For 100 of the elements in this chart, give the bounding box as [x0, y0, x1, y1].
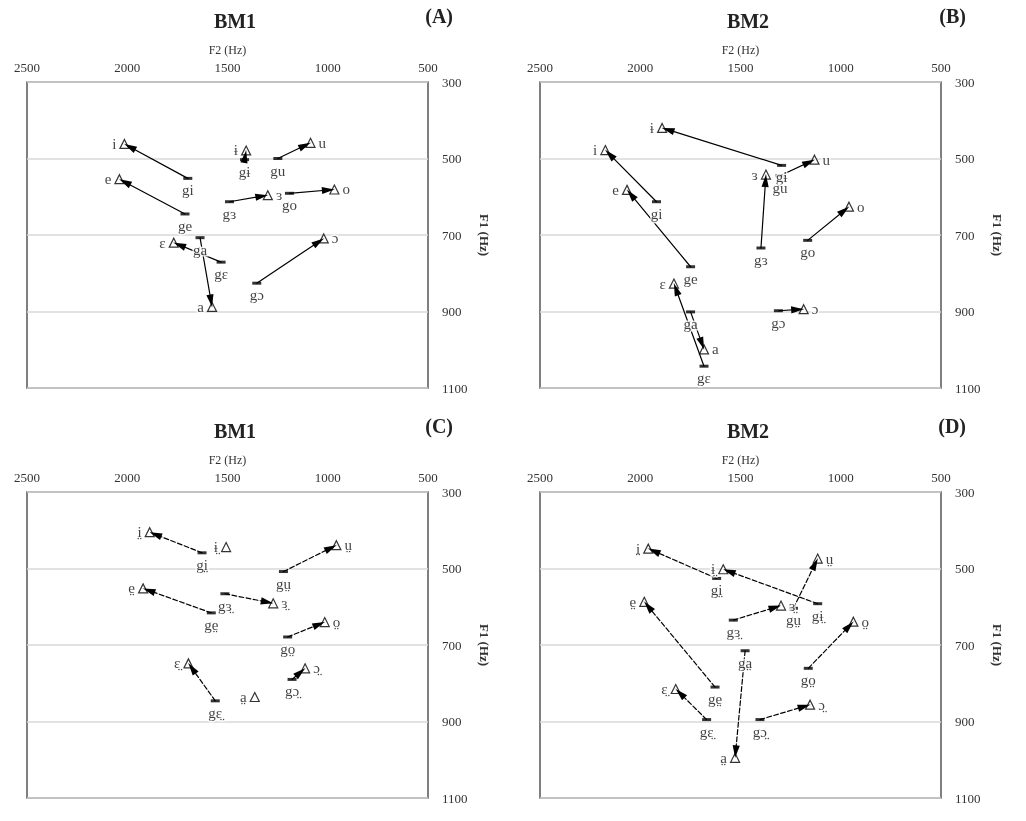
data-label: ɨ	[649, 119, 655, 136]
chart-title: BM1	[213, 10, 257, 32]
data-label: ɔ	[331, 230, 339, 247]
data-label: e̤	[128, 580, 136, 597]
data-label: gɜ	[754, 252, 768, 269]
data-label: ge̤	[707, 691, 723, 708]
data-label: ɛ̤	[173, 655, 184, 672]
data-label: go	[281, 197, 297, 214]
x-tick-label: 500	[418, 470, 438, 485]
y-tick-label: 900	[442, 714, 462, 729]
data-label: gu	[270, 162, 286, 179]
data-label: gɜ̤	[217, 597, 235, 614]
point	[657, 122, 668, 133]
point	[137, 583, 149, 594]
point	[775, 600, 787, 611]
x-tick-label: 2500	[14, 60, 40, 75]
y-tick-label: 700	[442, 227, 462, 243]
data-label: ɔ̤	[818, 696, 828, 713]
data-label: o	[857, 198, 865, 215]
data-label: i̤	[635, 540, 642, 557]
data-label: gɛ̤	[699, 723, 717, 740]
data-label: gṳ	[275, 575, 292, 592]
data-label: gi	[181, 182, 194, 199]
x-tick-label: 1000	[314, 60, 341, 75]
chart-title: BM2	[726, 10, 770, 32]
x-tick-label: 1500	[214, 60, 241, 75]
point	[331, 540, 342, 551]
x-axis-title: F2 (Hz)	[721, 453, 760, 467]
text: (A)	[425, 5, 453, 28]
data-label: i	[593, 142, 598, 159]
data-label: ɜ	[275, 187, 283, 204]
y-tick-label: 500	[955, 561, 975, 576]
point	[643, 543, 654, 554]
data-label: a	[197, 298, 205, 315]
x-tick-label: 1000	[827, 470, 854, 485]
x-tick-label: 2500	[527, 60, 553, 75]
data-label: gṳ	[785, 612, 802, 629]
point	[698, 344, 710, 355]
data-label: o	[342, 181, 350, 198]
y-tick-label: 300	[442, 74, 462, 90]
data-label: gɜ	[222, 205, 237, 222]
data-label: a̤	[240, 689, 247, 706]
y-tick-label: 700	[955, 637, 975, 653]
data-label: o̤	[861, 613, 869, 630]
text: (B)	[939, 5, 967, 28]
x-tick-label: 2000	[114, 60, 141, 75]
y-axis-title: F1 (Hz)	[477, 623, 493, 667]
x-axis-title: F2 (Hz)	[208, 453, 247, 467]
data-label: ɛ	[159, 234, 166, 251]
data-label: u	[318, 134, 327, 151]
x-tick-label: 500	[931, 470, 951, 485]
data-label: ge̤	[204, 616, 219, 633]
x-tick-label: 500	[931, 60, 951, 75]
data-label: gɔ̤	[752, 723, 771, 740]
x-tick-label: 2000	[627, 470, 654, 485]
x-tick-label: 1500	[214, 470, 241, 485]
y-tick-label: 1100	[955, 790, 981, 806]
chart-title: BM1	[213, 420, 257, 442]
data-label: o̤	[332, 614, 341, 631]
x-axis-title: F2 (Hz)	[721, 43, 760, 57]
x-tick-label: 2000	[627, 60, 654, 75]
point	[729, 752, 741, 763]
data-label: ge	[177, 217, 193, 234]
data-label: a	[712, 341, 720, 358]
data-label: gɛ̤	[208, 704, 226, 721]
text: (C)	[425, 415, 453, 438]
data-label: ɔ	[811, 301, 819, 318]
data-label: gi	[650, 205, 663, 222]
y-tick-label: 700	[955, 227, 975, 243]
data-label: ṳ	[344, 537, 353, 554]
point	[804, 699, 816, 710]
y-axis-title: F1 (Hz)	[990, 623, 1006, 667]
x-axis-title: F2 (Hz)	[208, 43, 247, 57]
y-axis-title: F1 (Hz)	[477, 213, 493, 257]
data-label: gɔ	[249, 287, 265, 304]
data-label: gɜ̤	[726, 624, 744, 641]
data-label: gɛ	[214, 266, 228, 283]
y-tick-label: 500	[442, 561, 462, 576]
y-tick-label: 900	[955, 714, 975, 729]
x-tick-label: 2000	[114, 470, 141, 485]
point	[798, 304, 809, 315]
point	[305, 137, 316, 148]
data-label: ṳ	[825, 550, 834, 567]
chart-title: BM2	[726, 420, 770, 442]
x-tick-label: 1500	[727, 60, 754, 75]
x-tick-label: 500	[418, 60, 438, 75]
data-label: a̤	[720, 749, 728, 766]
data-label: u	[822, 151, 831, 168]
data-label: gɛ	[697, 370, 711, 387]
point	[206, 301, 218, 313]
point	[809, 154, 820, 165]
data-label: e	[612, 181, 620, 198]
y-tick-label: 300	[955, 484, 975, 500]
point	[262, 190, 273, 201]
point	[221, 541, 232, 553]
data-label: go	[800, 244, 816, 261]
data-label: ɛ̤	[661, 680, 671, 697]
x-tick-label: 1500	[727, 470, 754, 485]
data-label: ɨ̤	[213, 539, 221, 556]
data-label: ɜ̤	[789, 597, 799, 614]
